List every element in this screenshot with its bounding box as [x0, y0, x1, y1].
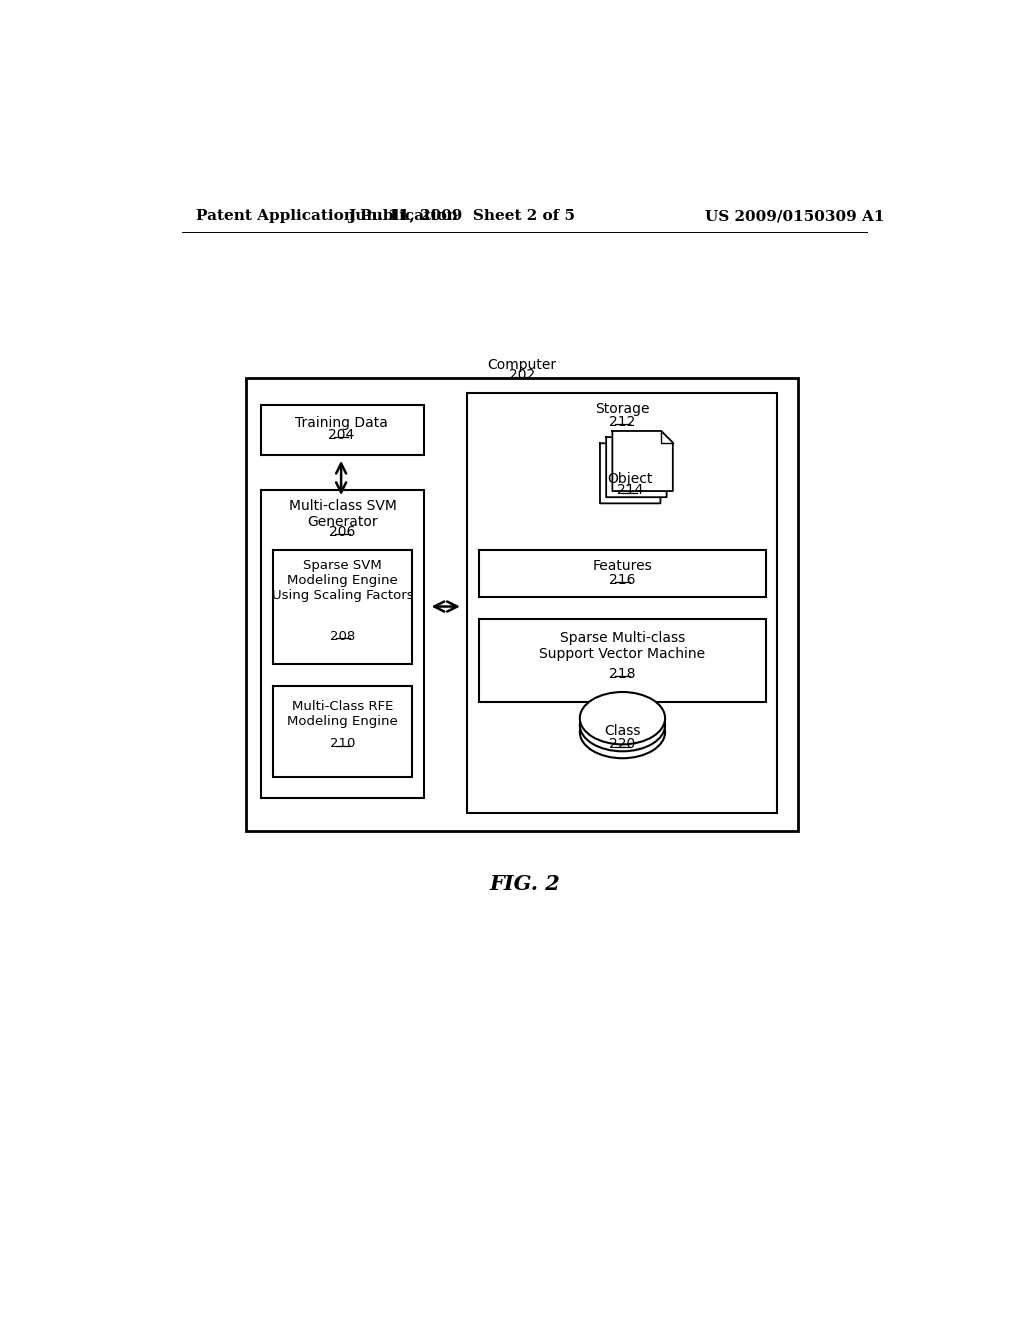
Text: Class: Class	[604, 725, 641, 738]
Ellipse shape	[580, 692, 665, 744]
Text: 218: 218	[609, 667, 636, 681]
Ellipse shape	[580, 706, 665, 758]
Text: Patent Application Publication: Patent Application Publication	[197, 209, 458, 223]
Bar	[261, 405, 424, 455]
Bar	[467, 393, 777, 813]
Text: Object: Object	[607, 471, 653, 486]
Text: 220: 220	[609, 738, 636, 751]
Text: Multi-Class RFE
Modeling Engine: Multi-Class RFE Modeling Engine	[288, 700, 398, 727]
Text: 216: 216	[609, 573, 636, 586]
Text: FIG. 2: FIG. 2	[489, 874, 560, 895]
Text: Multi-class SVM
Generator: Multi-class SVM Generator	[289, 499, 396, 529]
Text: Storage: Storage	[595, 403, 649, 417]
Bar	[479, 549, 766, 597]
Text: Training Data: Training Data	[295, 416, 387, 429]
Text: Sparse Multi-class
Support Vector Machine: Sparse Multi-class Support Vector Machin…	[540, 631, 706, 661]
Text: 212: 212	[609, 414, 636, 429]
Text: Jun. 11, 2009  Sheet 2 of 5: Jun. 11, 2009 Sheet 2 of 5	[348, 209, 574, 223]
Text: US 2009/0150309 A1: US 2009/0150309 A1	[705, 209, 885, 223]
Text: 202: 202	[509, 368, 535, 381]
Text: Sparse SVM
Modeling Engine
Using Scaling Factors: Sparse SVM Modeling Engine Using Scaling…	[271, 558, 414, 602]
Text: 204: 204	[328, 428, 354, 442]
Bar	[246, 378, 798, 830]
Ellipse shape	[580, 700, 665, 751]
Text: Features: Features	[593, 558, 652, 573]
Bar	[273, 549, 413, 664]
Polygon shape	[606, 437, 667, 498]
Text: 206: 206	[330, 525, 356, 539]
Bar	[479, 619, 766, 702]
Text: 210: 210	[330, 737, 355, 750]
Text: 214: 214	[617, 483, 643, 498]
Bar	[261, 490, 424, 797]
Bar	[273, 686, 413, 776]
Polygon shape	[612, 430, 673, 491]
Polygon shape	[600, 444, 660, 503]
Text: Computer: Computer	[487, 358, 556, 372]
Text: 208: 208	[330, 630, 355, 643]
